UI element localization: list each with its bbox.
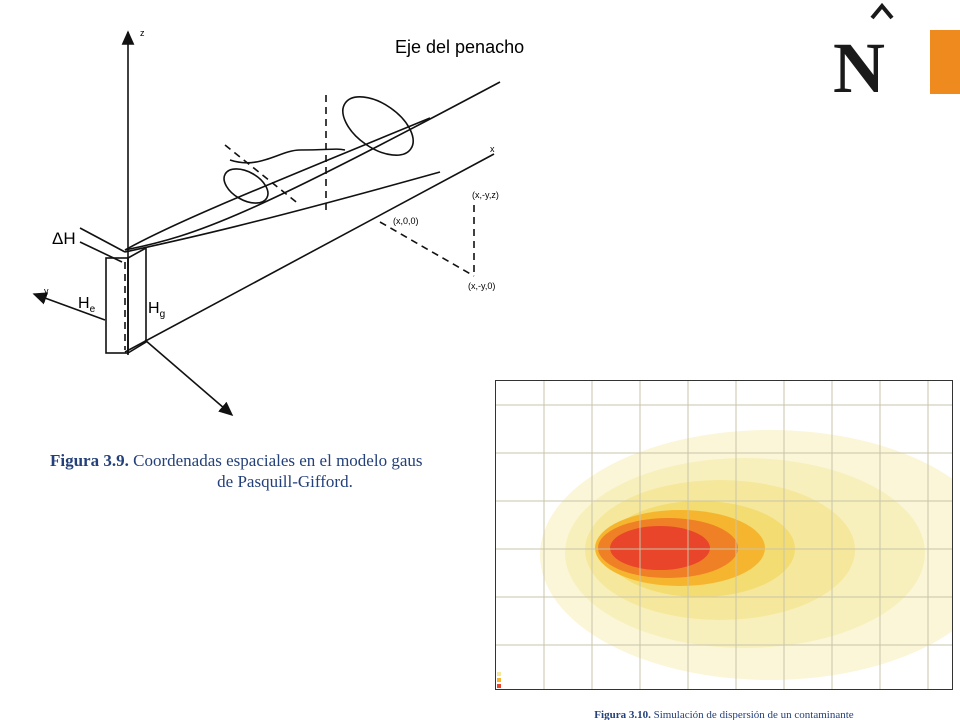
he-sub: e [90, 304, 96, 315]
logo-letter: N [833, 28, 885, 108]
hg: H [148, 300, 160, 317]
logo-hat [870, 2, 894, 20]
caption-text: Simulación de dispersión de un contamina… [654, 709, 854, 720]
dispersion-diagram: Eje del penacho z x y ΔH He Hg (x,0,0) (… [32, 28, 524, 417]
hg-label: Hg [148, 300, 165, 320]
hg-sub: g [160, 309, 166, 320]
axis-label: y [44, 286, 49, 296]
he-label: He [78, 295, 96, 315]
delta-h-mark [79, 227, 126, 253]
dashed-guide [379, 221, 475, 277]
caption-text: Coordenadas espaciales en el modelo gaus [133, 451, 422, 470]
plume-lower [124, 171, 441, 253]
logo-bar [930, 30, 960, 94]
axis-label: x [490, 144, 495, 154]
caption-3-9: Figura 3.9. Coordenadas espaciales en el… [50, 451, 422, 470]
caption-3-10: Figura 3.10. Simulación de dispersión de… [594, 709, 853, 720]
stack-side [127, 246, 147, 355]
delta-h-mark [79, 241, 123, 263]
y-axis-neg [144, 339, 234, 417]
axis-label: z [140, 28, 145, 38]
dashed-guide [224, 144, 301, 206]
he: H [78, 295, 90, 312]
heatmap-frame [495, 380, 953, 690]
plume-axis [124, 81, 501, 251]
x-axis [124, 153, 495, 353]
caption-label: Figura 3.9. [50, 451, 129, 470]
plume-section [342, 96, 414, 156]
gauss-profile [229, 148, 346, 164]
plume-axis-label: Eje del penacho [395, 37, 524, 57]
delta-h-label: ΔH [52, 229, 76, 248]
point-label: (x,-y,0) [468, 281, 495, 291]
caption-label: Figura 3.10. [594, 709, 651, 720]
caption-3-9-line2: de Pasquill-Gifford. [217, 472, 353, 491]
plume-section [223, 168, 269, 204]
point-label: (x,-y,z) [472, 190, 499, 200]
y-axis-pos [32, 292, 106, 321]
point-label: (x,0,0) [393, 216, 419, 226]
plume-upper [124, 117, 431, 251]
dispersion-heatmap [496, 381, 952, 689]
